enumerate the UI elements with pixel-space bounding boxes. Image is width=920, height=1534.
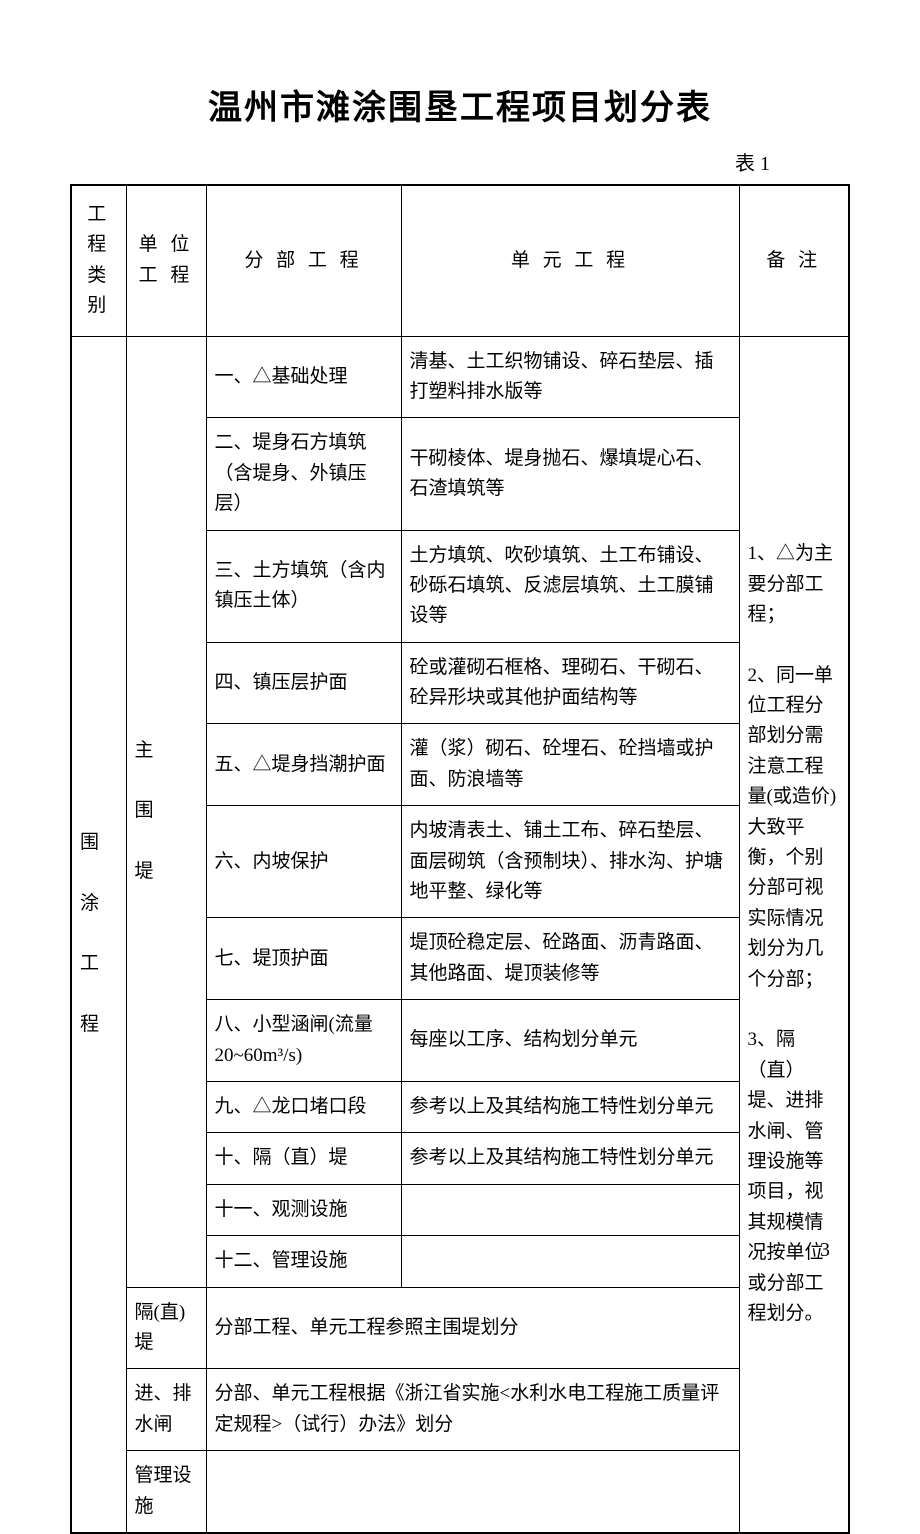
sub-cell: 十一、观测设施: [206, 1184, 401, 1235]
table-number-label: 表 1: [70, 147, 850, 176]
element-cell: 砼或灌砌石框格、理砌石、干砌石、砼异形块或其他护面结构等: [401, 642, 739, 724]
table-row: 隔(直)堤 分部工程、单元工程参照主围堤划分: [71, 1287, 849, 1369]
header-element: 单 元 工 程: [401, 185, 739, 336]
sub-cell: 八、小型涵闸(流量 20~60m³/s): [206, 1000, 401, 1082]
sub-cell: 七、堤顶护面: [206, 918, 401, 1000]
element-cell: 清基、土工织物铺设、碎石垫层、插打塑料排水版等: [401, 336, 739, 418]
element-cell: [401, 1184, 739, 1235]
sub-cell: 二、堤身石方填筑（含堤身、外镇压层）: [206, 418, 401, 530]
document-title: 温州市滩涂围垦工程项目划分表: [70, 80, 850, 129]
header-category: 工程类别: [71, 185, 126, 336]
element-cell: 土方填筑、吹砂填筑、土工布铺设、砂砾石填筑、反滤层填筑、土工膜铺设等: [401, 530, 739, 642]
sub-cell: 五、△堤身挡潮护面: [206, 724, 401, 806]
element-cell: 参考以上及其结构施工特性划分单元: [401, 1133, 739, 1184]
element-cell: 干砌棱体、堤身抛石、爆填堤心石、石渣填筑等: [401, 418, 739, 530]
sep-dike-desc: 分部工程、单元工程参照主围堤划分: [206, 1287, 739, 1369]
element-cell: 内坡清表土、铺土工布、碎石垫层、面层砌筑（含预制块）、排水沟、护塘地平整、绿化等: [401, 806, 739, 918]
page-number: 3: [820, 1239, 830, 1262]
unit-mgmt: 管理设施: [126, 1451, 206, 1533]
unit-sluice: 进、排水闸: [126, 1369, 206, 1451]
header-unit: 单 位工 程: [126, 185, 206, 336]
element-cell: [401, 1236, 739, 1287]
table-header-row: 工程类别 单 位工 程 分 部 工 程 单 元 工 程 备 注: [71, 185, 849, 336]
mgmt-desc: [206, 1451, 739, 1533]
element-cell: 堤顶砼稳定层、砼路面、沥青路面、其他路面、堤顶装修等: [401, 918, 739, 1000]
sub-cell: 十、隔（直）堤: [206, 1133, 401, 1184]
table-row: 管理设施: [71, 1451, 849, 1533]
element-cell: 灌（浆）砌石、砼埋石、砼挡墙或护面、防浪墙等: [401, 724, 739, 806]
unit-sep-dike: 隔(直)堤: [126, 1287, 206, 1369]
table-row: 进、排水闸 分部、单元工程根据《浙江省实施<水利水电工程施工质量评定规程>（试行…: [71, 1369, 849, 1451]
sub-cell: 九、△龙口堵口段: [206, 1081, 401, 1132]
element-cell: 参考以上及其结构施工特性划分单元: [401, 1081, 739, 1132]
sub-cell: 十二、管理设施: [206, 1236, 401, 1287]
project-division-table: 工程类别 单 位工 程 分 部 工 程 单 元 工 程 备 注 围涂工程 主围堤…: [70, 184, 850, 1534]
sub-cell: 六、内坡保护: [206, 806, 401, 918]
remark-cell: 1、△为主要分部工程；2、同一单位工程分部划分需注意工程量(或造价)大致平衡，个…: [739, 336, 849, 1533]
element-cell: 每座以工序、结构划分单元: [401, 1000, 739, 1082]
table-row: 围涂工程 主围堤 一、△基础处理 清基、土工织物铺设、碎石垫层、插打塑料排水版等…: [71, 336, 849, 418]
sub-cell: 一、△基础处理: [206, 336, 401, 418]
sluice-desc: 分部、单元工程根据《浙江省实施<水利水电工程施工质量评定规程>（试行）办法》划分: [206, 1369, 739, 1451]
category-cell: 围涂工程: [71, 336, 126, 1533]
sub-cell: 四、镇压层护面: [206, 642, 401, 724]
header-remark: 备 注: [739, 185, 849, 336]
header-sub: 分 部 工 程: [206, 185, 401, 336]
unit-main-dike: 主围堤: [126, 336, 206, 1287]
sub-cell: 三、土方填筑（含内镇压土体）: [206, 530, 401, 642]
